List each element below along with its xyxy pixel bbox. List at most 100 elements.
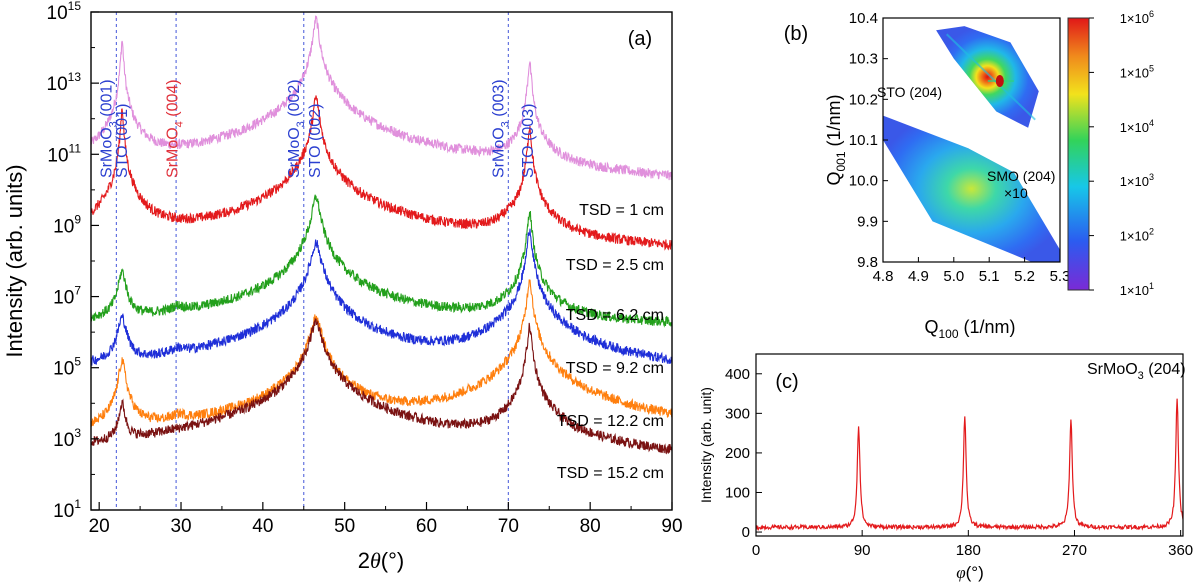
x-tick-label-c: 270 bbox=[1062, 542, 1087, 559]
x-axis-label-c: φ(°) bbox=[956, 563, 984, 582]
rsm-map bbox=[883, 26, 1060, 262]
y-tick-label-b: 9.8 bbox=[857, 254, 878, 271]
peak-label: SrMoO3 (002) bbox=[286, 79, 307, 178]
colorbar-tick-exponent: 2 bbox=[1149, 227, 1154, 237]
series-label: TSD = 6.2 cm bbox=[566, 307, 664, 324]
smo-annotation: SMO (204) bbox=[987, 168, 1055, 184]
y-tick-base: 10 bbox=[53, 359, 74, 380]
xrd-series-group bbox=[91, 15, 672, 455]
peak-labels: SrMoO3 (001)STO (001) SrMoO4 (004)SrMoO3 … bbox=[98, 79, 536, 178]
sto-peak-core bbox=[995, 75, 1004, 88]
y-tick-label-c: 100 bbox=[725, 484, 750, 501]
y-tick-base: 10 bbox=[53, 288, 74, 309]
panel-label-c: (c) bbox=[775, 371, 798, 393]
colorbar-tick-label: 1×101 bbox=[1120, 281, 1154, 298]
colorbar-tick-prefix: 1×10 bbox=[1120, 120, 1149, 135]
y-tick-label-c: 0 bbox=[742, 524, 750, 541]
peak-label-base: SrMoO bbox=[98, 127, 115, 178]
y-tick-label-a: 1011 bbox=[47, 141, 81, 166]
peak-label-base: STO (002) bbox=[307, 104, 324, 178]
y-axis-ticks-c: 0 100 200 300 400 bbox=[725, 366, 762, 541]
x-tick-label-a: 30 bbox=[170, 516, 191, 537]
y-tick-exponent: 1 bbox=[74, 497, 81, 511]
y-tick-label-c: 200 bbox=[725, 445, 750, 462]
peak-label-sub: 4 bbox=[174, 121, 186, 127]
x-tick-label-c: 90 bbox=[854, 542, 871, 559]
colorbar-tick-exponent: 6 bbox=[1149, 9, 1154, 19]
x-axis-label-a: 2θ(°) bbox=[358, 548, 405, 573]
xrd-line-3 bbox=[91, 194, 672, 328]
y-tick-label-b: 10.4 bbox=[849, 10, 878, 27]
x-tick-label-a: 20 bbox=[89, 516, 110, 537]
y-label-sub-b: 001 bbox=[834, 151, 848, 171]
y-tick-label-a: 109 bbox=[53, 212, 81, 237]
scale-annotation: ×10 bbox=[1004, 185, 1028, 201]
series-label: TSD = 9.2 cm bbox=[566, 360, 664, 377]
colorbar-tick-exponent: 4 bbox=[1149, 118, 1154, 128]
colorbar-tick-label: 1×105 bbox=[1120, 63, 1154, 80]
x-tick-label-a: 80 bbox=[580, 516, 601, 537]
panel-label-b: (b) bbox=[784, 23, 808, 45]
colorbar-tick-label: 1×104 bbox=[1120, 118, 1154, 135]
peak-label-sub: 3 bbox=[295, 121, 307, 127]
peak-label-base: SrMoO bbox=[286, 127, 303, 178]
y-tick-label-a: 101 bbox=[53, 497, 81, 522]
sto-intensity-region bbox=[936, 26, 1039, 128]
y-tick-label-c: 300 bbox=[725, 405, 750, 422]
y-tick-label-b: 10.1 bbox=[849, 132, 878, 149]
peak-label-base: STO (001) bbox=[114, 104, 131, 178]
x-label-sub-b: 100 bbox=[938, 327, 958, 341]
phi-scan-line bbox=[756, 398, 1183, 532]
smo-intensity-region bbox=[883, 115, 1060, 262]
y-tick-exponent: 5 bbox=[74, 355, 81, 369]
x-tick-label-a: 60 bbox=[416, 516, 437, 537]
colorbar-tick-label: 1×106 bbox=[1120, 9, 1154, 26]
peak-label: SrMoO3 (003) bbox=[490, 79, 511, 178]
xrd-line-4 bbox=[91, 228, 672, 366]
x-label-unit: (°) bbox=[381, 548, 404, 573]
peak-label-base: STO (003) bbox=[520, 104, 537, 178]
y-label-unit-b: (1/nm) bbox=[824, 94, 844, 151]
x-axis-label-b: Q100 (1/nm) bbox=[924, 317, 1015, 341]
x-tick-label-b: 4.9 bbox=[908, 268, 929, 285]
y-tick-exponent: 9 bbox=[74, 212, 81, 226]
series-label: TSD = 12.2 cm bbox=[557, 413, 664, 430]
y-tick-label-c: 400 bbox=[725, 366, 750, 383]
x-tick-label-a: 50 bbox=[334, 516, 355, 537]
y-tick-exponent: 11 bbox=[69, 141, 82, 155]
series-label: TSD = 15.2 cm bbox=[557, 465, 664, 482]
peak-label: SrMoO3 (001) bbox=[98, 79, 119, 178]
colorbar-tick-label: 1×103 bbox=[1120, 172, 1154, 189]
y-tick-label-b: 10.2 bbox=[849, 91, 878, 108]
peak-label: SrMoO4 (004) bbox=[165, 79, 186, 178]
x-tick-label-c: 180 bbox=[956, 542, 981, 559]
x-tick-label-a: 40 bbox=[252, 516, 273, 537]
theta-symbol: θ bbox=[370, 548, 381, 573]
x-axis-ticks-b: 4.8 4.9 5.0 5.1 5.2 5.3 bbox=[873, 257, 1070, 285]
x-tick-label-b: 5.2 bbox=[1014, 268, 1035, 285]
series-label: TSD = 1 cm bbox=[579, 202, 664, 219]
colorbar-tick-exponent: 3 bbox=[1149, 172, 1154, 182]
xrd-line-5 bbox=[91, 279, 672, 427]
x-tick-label-a: 70 bbox=[498, 516, 519, 537]
colorbar-tick-prefix: 1×10 bbox=[1120, 65, 1149, 80]
x-tick-label-a: 90 bbox=[661, 516, 682, 537]
x-label-prefix: 2 bbox=[358, 548, 370, 573]
y-tick-exponent: 3 bbox=[74, 426, 81, 440]
y-tick-base: 10 bbox=[53, 216, 74, 237]
phi-symbol: φ bbox=[956, 563, 965, 582]
x-label-base-b: Q bbox=[924, 317, 938, 337]
colorbar-tick-exponent: 5 bbox=[1149, 63, 1154, 73]
peak-label-rest: (001) bbox=[98, 79, 115, 121]
peak-label-sub: 3 bbox=[107, 121, 119, 127]
y-tick-label-b: 10.3 bbox=[849, 51, 878, 68]
panel-b-rsm-map: 4.8 4.9 5.0 5.1 5.2 5.3 9.8 9.9 10.0 10.1 10.2 10.… bbox=[784, 9, 1154, 341]
y-tick-label-a: 105 bbox=[53, 355, 81, 380]
x-tick-label-b: 4.8 bbox=[873, 268, 894, 285]
y-tick-base: 10 bbox=[47, 145, 68, 166]
panel-a-xrd-plot: 20 30 40 50 60 70 80 90 10110310510710910111013… bbox=[2, 0, 683, 573]
colorbar-tick-label: 1×102 bbox=[1120, 227, 1154, 244]
y-label-base-b: Q bbox=[824, 172, 844, 186]
